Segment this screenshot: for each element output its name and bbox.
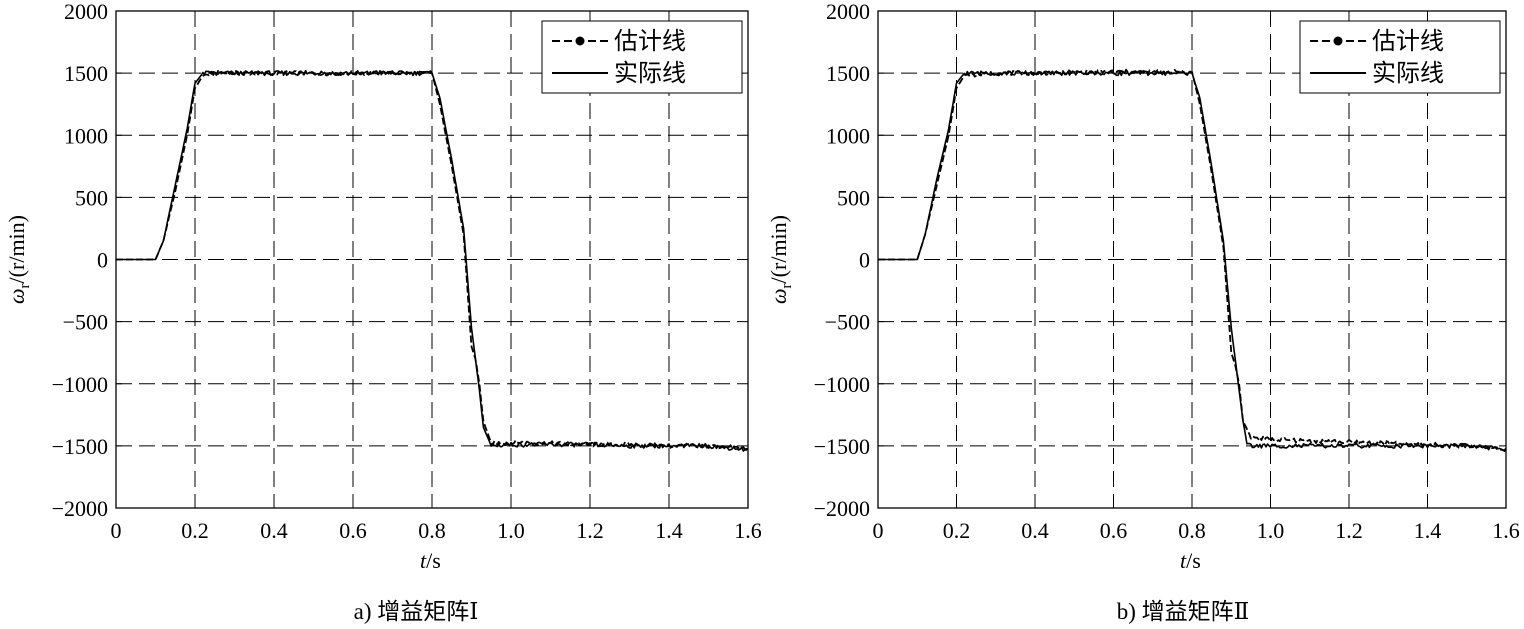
chart-svg-a: 0 0.2 0.4 0.6 0.8 1.0 1.2 1.4 1.6 2000 1500 1000 500… <box>4 0 762 573</box>
x-tick-label: 1.0 <box>1257 518 1285 543</box>
y-tick-label: 0 <box>97 248 108 273</box>
x-tick-label: 0.4 <box>260 518 288 543</box>
series-line-actual <box>116 70 749 452</box>
y-tick-label: −1500 <box>814 434 870 459</box>
grid-lines <box>116 11 748 508</box>
x-tick-label: 1.2 <box>1335 518 1363 543</box>
caption-b: b) 增益矩阵Ⅱ <box>1116 599 1250 624</box>
legend-marker <box>575 36 585 46</box>
y-tick-label: −2000 <box>814 496 870 521</box>
legend-label: 估计线 <box>1372 28 1444 55</box>
x-tick-label: 1.0 <box>497 518 525 543</box>
y-tick-label: −500 <box>63 310 108 335</box>
chart-panel-b: 0 0.2 0.4 0.6 0.8 1.0 1.2 1.4 1.6 2000 1500 1000 500… <box>762 0 1524 629</box>
y-tick-label: 1500 <box>826 61 870 86</box>
x-tick-label: 0.6 <box>339 518 367 543</box>
y-tick-label: −1500 <box>52 434 108 459</box>
y-tick-label: 1000 <box>826 123 870 148</box>
y-tick-label: 1000 <box>64 123 108 148</box>
x-axis-label: t/s <box>420 548 441 573</box>
legend-label: 实际线 <box>1372 60 1444 87</box>
y-tick-label: −1000 <box>814 372 870 397</box>
x-tick-label: 1.6 <box>734 518 762 543</box>
y-tick-label: 2000 <box>64 0 108 24</box>
y-axis-label: ωr/(r/min) <box>4 215 33 304</box>
x-tick-label: 0.4 <box>1021 518 1049 543</box>
x-tick-label: 0.6 <box>1100 518 1128 543</box>
x-axis-label: t/s <box>1180 548 1201 573</box>
x-tick-label: 0.2 <box>181 518 209 543</box>
y-tick-label: −1000 <box>52 372 108 397</box>
y-tick-label: 500 <box>75 185 108 210</box>
x-tick-label: 0 <box>873 518 884 543</box>
legend-marker <box>1333 36 1343 46</box>
x-tick-label: 1.6 <box>1492 518 1520 543</box>
y-tick-label: 1500 <box>64 61 108 86</box>
x-tick-label: 0.2 <box>943 518 971 543</box>
x-tick-label: 1.4 <box>1414 518 1442 543</box>
legend-label: 实际线 <box>614 60 686 87</box>
y-tick-label: 2000 <box>826 0 870 24</box>
y-axis-label: ωr/(r/min) <box>766 215 795 304</box>
legend-box <box>541 20 743 94</box>
x-tick-label: 1.4 <box>655 518 683 543</box>
y-tick-label: 500 <box>837 185 870 210</box>
series-line-actual <box>878 70 1507 452</box>
x-tick-label: 0.8 <box>418 518 446 543</box>
chart-svg-b: 0 0.2 0.4 0.6 0.8 1.0 1.2 1.4 1.6 2000 1500 1000 500… <box>766 0 1520 573</box>
y-tick-label: 0 <box>859 248 870 273</box>
y-tick-label: −500 <box>825 310 870 335</box>
x-tick-label: 0 <box>111 518 122 543</box>
y-tick-label: −2000 <box>52 496 108 521</box>
legend-label: 估计线 <box>614 28 686 55</box>
x-tick-label: 1.2 <box>576 518 604 543</box>
chart-panel-a: 0 0.2 0.4 0.6 0.8 1.0 1.2 1.4 1.6 2000 1500 1000 500… <box>4 0 762 624</box>
caption-a: a) 增益矩阵Ⅰ <box>353 599 479 624</box>
legend-box <box>1299 20 1501 94</box>
x-tick-label: 0.8 <box>1178 518 1206 543</box>
